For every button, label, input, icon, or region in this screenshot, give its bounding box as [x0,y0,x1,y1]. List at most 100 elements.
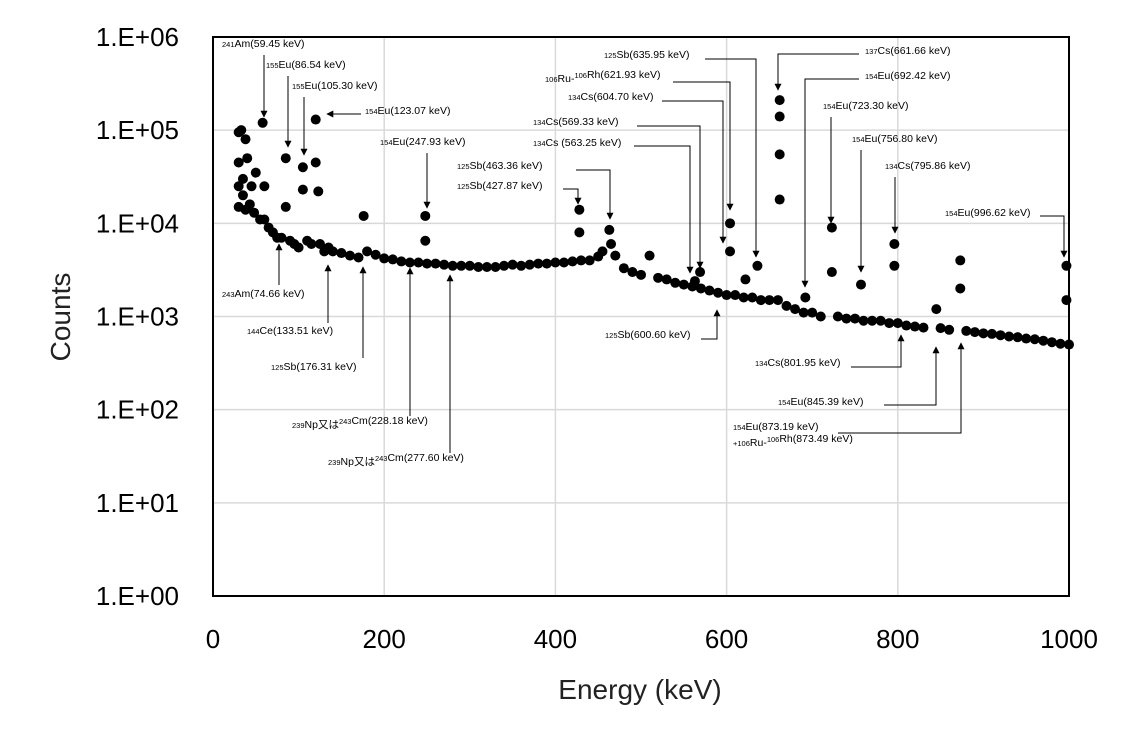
data-point [310,114,321,125]
data-point [644,250,655,261]
data-point [249,207,260,218]
data-point [250,167,261,178]
data-point [610,250,621,261]
annotation-arrow [701,309,721,340]
annotation-arrow [774,53,859,91]
data-point [704,285,715,296]
data-point [986,328,997,339]
data-point [370,249,381,260]
y-axis-title: Counts [45,273,76,362]
y-tick-labels: 1.E+00 1.E+01 1.E+02 1.E+03 1.E+04 1.E+05 1.E+… [96,22,179,611]
peak-annotation-label: 144Ce(133.51 keV) [247,325,333,337]
y-tick-label: 1.E+02 [96,395,179,425]
peak-annotation-label: 155Eu(105.30 keV) [292,80,377,92]
data-point [1012,332,1023,343]
data-point [636,269,646,280]
data-point [456,260,467,271]
data-point [473,261,484,272]
annotation-arrow [634,145,694,274]
data-point [313,186,324,197]
data-point [931,304,942,315]
data-point [752,260,763,271]
peak-annotation-label: 154Eu(756.80 keV) [852,133,937,145]
data-point [567,256,578,267]
data-point [379,253,390,264]
data-point [721,290,732,301]
peak-annotation-label: 154Eu(247.93 keV) [380,136,465,148]
data-point [257,117,268,128]
peak-annotation-label: 137Cs(661.66 keV) [865,45,950,57]
data-point [841,313,852,324]
data-point [336,248,347,259]
data-point [826,267,837,278]
data-point [362,246,373,257]
data-point [969,327,980,338]
data-point [246,181,257,192]
peak-annotation-label: +106Ru-106Rh(873.49 keV) [733,433,853,449]
data-markers [233,95,1074,350]
data-point [695,283,706,294]
x-tick-label: 800 [876,624,919,654]
x-tick-label: 1000 [1040,624,1098,654]
data-point [315,239,325,250]
peak-annotation-label: 125Sb(176.31 keV) [271,361,356,373]
annotation-arrow [637,125,704,269]
peak-annotation-label: 154Eu(845.39 keV) [778,396,863,408]
data-point [276,232,287,243]
data-point [499,260,510,271]
data-point [430,258,441,269]
peak-annotation-label: 154Eu(996.62 keV) [945,207,1030,219]
data-point [237,190,248,201]
x-tick-label: 400 [534,624,577,654]
data-point [653,272,664,283]
data-point [995,330,1006,341]
y-tick-label: 1.E+01 [96,488,179,518]
data-point [955,255,966,266]
data-point [918,322,929,333]
peak-annotation-label: 154Eu(873.19 keV) [733,421,818,433]
data-point [826,222,837,233]
data-point [1004,331,1015,342]
data-point [259,214,270,225]
data-point [233,181,244,192]
data-point [574,204,585,215]
data-point [889,239,900,250]
data-point [604,224,615,235]
peak-annotation-label: 125Sb(463.36 keV) [457,160,542,172]
data-point [259,181,270,192]
annotation-arrow [673,81,734,211]
data-point [353,252,364,263]
data-point [507,259,518,270]
data-point [815,311,826,322]
data-point [396,256,407,267]
y-tick-label: 1.E+05 [96,115,179,145]
peak-annotations: 241Am(59.45 keV) 155Eu(86.54 keV) 155Eu(10… [222,38,1068,468]
data-point [678,279,689,290]
data-point [725,246,736,257]
data-point [327,246,338,257]
data-point [774,194,785,205]
peak-annotation-label: 243Am(74.66 keV) [222,288,305,300]
data-point [597,246,608,257]
annotation-arrow [838,342,965,434]
data-point [240,134,251,145]
x-tick-labels: 0 200 400 600 800 1000 [206,624,1098,654]
annotation-arrow [884,346,940,406]
peak-annotation-label: 239Np又は243Cm(228.18 keV) [292,415,428,431]
data-point [233,157,244,168]
x-tick-label: 0 [206,624,220,654]
data-point [464,260,475,271]
data-point [439,259,450,270]
data-point [516,260,527,271]
peak-annotation-label: 154Eu(123.07 keV) [365,105,450,117]
peak-annotation-label: 134Cs(604.70 keV) [568,91,653,103]
data-point [807,307,818,318]
annotation-arrow [851,334,905,368]
data-point [858,315,869,326]
data-point [237,173,248,184]
data-point [387,254,398,265]
data-point [447,260,458,271]
data-point [730,290,741,301]
data-point [1029,334,1040,345]
